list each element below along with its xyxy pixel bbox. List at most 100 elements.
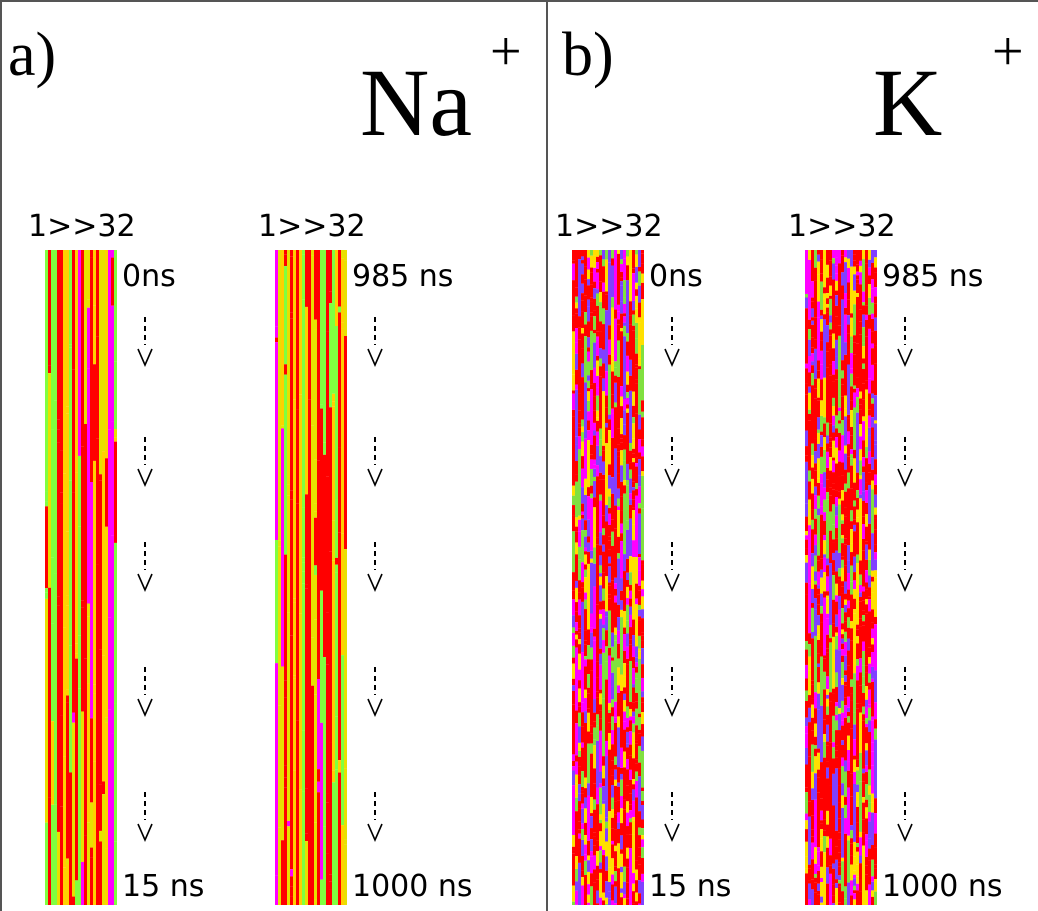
strip-cell — [608, 464, 611, 476]
strip-cell — [575, 517, 578, 527]
strip-cell — [275, 337, 278, 343]
strip-cell — [593, 316, 596, 330]
strip-cell — [593, 809, 596, 833]
strip-cell — [826, 303, 829, 308]
strip-cell — [853, 500, 856, 507]
strip-cell — [835, 583, 838, 596]
strip-cell — [314, 822, 317, 900]
strip-cell — [638, 508, 641, 514]
strip-cell — [587, 795, 590, 841]
strip-cell — [808, 883, 811, 900]
strip-cell — [623, 322, 626, 326]
strip-cell — [623, 866, 626, 882]
strip-cell — [811, 478, 814, 494]
strip-cell — [817, 594, 820, 605]
strip-cell — [808, 409, 811, 414]
strip-cell — [817, 478, 820, 483]
strip-cell — [599, 675, 602, 690]
strip-cell — [823, 377, 826, 418]
strip-cell — [638, 452, 641, 460]
strip-cell — [805, 530, 808, 536]
strip-cell — [829, 364, 832, 376]
ion-name: Na — [360, 49, 472, 156]
strip-cell — [617, 311, 620, 320]
strip-cell — [581, 790, 584, 794]
strip-cell — [832, 524, 835, 540]
strip-cell — [614, 402, 617, 408]
strip-cell — [805, 700, 808, 718]
strip-cell — [808, 413, 811, 421]
strip-cell — [602, 308, 605, 325]
strip-cell — [805, 293, 808, 298]
strip-cell — [841, 603, 844, 609]
strip-cell — [641, 736, 644, 751]
strip-cell — [611, 250, 614, 259]
strip-cell — [856, 847, 859, 852]
strip-cell — [578, 632, 581, 640]
strip-cell — [868, 673, 871, 683]
strip-cell — [75, 472, 78, 644]
strip-cell — [581, 601, 584, 645]
strip-cell — [871, 302, 874, 314]
strip-cell — [865, 807, 868, 819]
strip-cell — [865, 765, 868, 773]
strip-cell — [850, 825, 853, 831]
strip-cell — [853, 392, 856, 408]
strip-cell — [626, 384, 629, 393]
strip-cell — [871, 313, 874, 319]
strip-cell — [859, 424, 862, 437]
strip-cell — [320, 722, 323, 880]
strip-cell — [108, 429, 111, 618]
strip-cell — [599, 376, 602, 429]
strip-cell — [626, 847, 629, 859]
strip-cell — [835, 635, 838, 650]
strip-cell — [853, 519, 856, 525]
strip-cell — [578, 393, 581, 411]
strip-cell — [599, 479, 602, 495]
strip-cell — [632, 657, 635, 665]
strip-cell — [635, 692, 638, 702]
strip-cell — [844, 833, 847, 887]
strip-cell — [284, 250, 287, 255]
strip-cell — [829, 638, 832, 643]
strip-cell — [632, 800, 635, 818]
strip-cell — [311, 425, 314, 638]
strip-cell — [850, 640, 853, 680]
strip-cell — [296, 409, 299, 504]
strip-cell — [641, 702, 644, 713]
strip-cell — [584, 711, 587, 723]
strip-cell — [572, 615, 575, 628]
strip-cell — [868, 267, 871, 276]
strip-cell — [638, 369, 641, 415]
strip-cell — [853, 572, 856, 581]
strip-cell — [581, 823, 584, 830]
strip-cell — [638, 590, 641, 605]
strip-cell — [844, 631, 847, 642]
strip-cell — [617, 253, 620, 305]
strip-cell — [847, 711, 850, 717]
strip-cell — [641, 471, 644, 476]
strip-cell — [632, 524, 635, 541]
strip-cell — [850, 449, 853, 455]
strip-cell — [820, 435, 823, 447]
strip-cell — [623, 663, 626, 677]
strip-cell — [862, 259, 865, 292]
strip-cell — [820, 431, 823, 436]
strip-cell — [808, 644, 811, 657]
strip-cell — [632, 462, 635, 482]
strip-cell — [599, 872, 602, 898]
strip-cell — [823, 298, 826, 315]
strip-cell — [69, 480, 72, 646]
strip-cell — [578, 250, 581, 260]
strip-cell — [54, 804, 57, 905]
strip-cell — [617, 767, 620, 783]
strip-cell — [835, 316, 838, 326]
strip-cell — [593, 783, 596, 800]
strip-cell — [596, 387, 599, 396]
strip-cell — [620, 438, 623, 443]
strip-cell — [629, 450, 632, 463]
strip-cell — [572, 835, 575, 847]
strip-cell — [590, 255, 593, 268]
strip-cell — [814, 580, 817, 585]
strip-cell — [835, 714, 838, 721]
